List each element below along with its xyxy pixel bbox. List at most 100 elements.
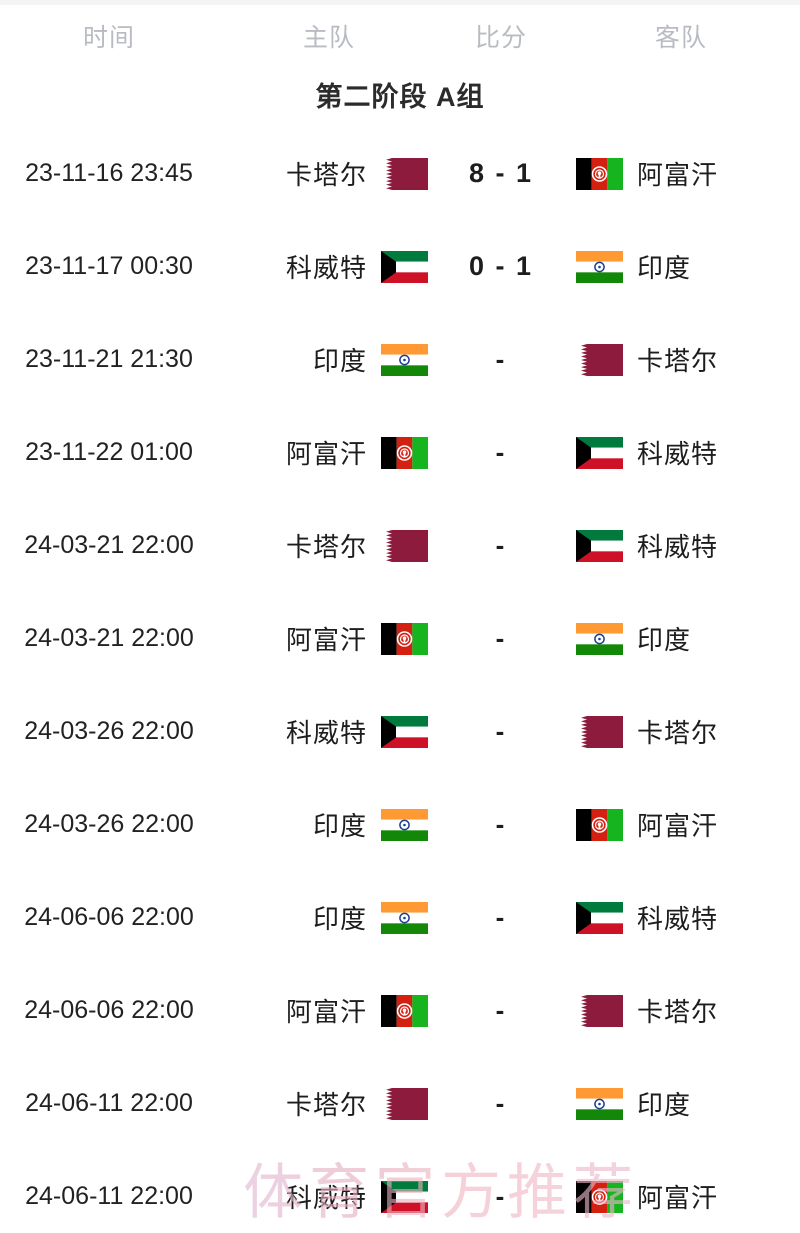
home-team[interactable]: 印度	[218, 806, 440, 843]
match-score: -	[495, 809, 507, 839]
away-team-name: 印度	[637, 253, 692, 283]
away-team[interactable]: 印度	[562, 248, 800, 285]
match-time: 24-03-21 22:00	[24, 624, 194, 652]
flag-india-icon	[381, 343, 428, 376]
match-row[interactable]: 24-03-21 22:00 卡塔尔 - 科威特	[0, 499, 800, 592]
away-team[interactable]: 科威特	[562, 527, 800, 564]
match-row[interactable]: 23-11-16 23:45 卡塔尔 8 - 1 阿富汗	[0, 127, 800, 220]
away-team-name: 卡塔尔	[637, 997, 719, 1027]
flag-qatar-icon	[381, 1087, 428, 1120]
group-title: 第二阶段 A组	[315, 82, 485, 112]
match-score: -	[495, 437, 507, 467]
match-score: 8 - 1	[468, 158, 534, 188]
away-team-name: 印度	[637, 1090, 692, 1120]
away-team[interactable]: 卡塔尔	[562, 341, 800, 378]
match-score: -	[495, 1181, 507, 1211]
flag-qatar-icon	[576, 715, 623, 748]
match-time: 24-03-21 22:00	[24, 531, 194, 559]
match-time: 23-11-21 21:30	[25, 345, 193, 373]
away-team-name: 阿富汗	[637, 811, 719, 841]
flag-afghanistan-icon	[381, 994, 428, 1027]
away-team-name: 阿富汗	[637, 1183, 719, 1213]
match-score: -	[495, 902, 507, 932]
match-row[interactable]: 24-03-26 22:00 科威特 - 卡塔尔	[0, 685, 800, 778]
column-header-time: 时间	[82, 24, 135, 52]
home-team[interactable]: 科威特	[218, 713, 440, 750]
match-score: 0 - 1	[468, 251, 534, 281]
home-team[interactable]: 印度	[218, 341, 440, 378]
home-team-name: 卡塔尔	[285, 1090, 367, 1120]
flag-qatar-icon	[381, 157, 428, 190]
match-row[interactable]: 24-06-11 22:00 科威特 - 阿富汗	[0, 1150, 800, 1233]
home-team-name: 印度	[312, 904, 367, 934]
away-team[interactable]: 阿富汗	[562, 806, 800, 843]
flag-kuwait-icon	[576, 529, 623, 562]
match-time: 24-06-11 22:00	[25, 1089, 193, 1117]
home-team-name: 科威特	[285, 1183, 367, 1213]
home-team-name: 印度	[312, 346, 367, 376]
match-score: -	[495, 716, 507, 746]
top-divider	[0, 0, 800, 5]
flag-kuwait-icon	[381, 715, 428, 748]
match-score: -	[495, 623, 507, 653]
home-team-name: 科威特	[285, 718, 367, 748]
match-time: 24-06-06 22:00	[24, 996, 194, 1024]
home-team[interactable]: 科威特	[218, 1178, 440, 1215]
flag-india-icon	[381, 808, 428, 841]
match-time: 23-11-16 23:45	[25, 159, 193, 187]
flag-afghanistan-icon	[576, 157, 623, 190]
home-team-name: 印度	[312, 811, 367, 841]
table-header: 时间 主队 比分 客队	[0, 0, 800, 72]
flag-india-icon	[576, 622, 623, 655]
flag-kuwait-icon	[576, 436, 623, 469]
match-list: 23-11-16 23:45 卡塔尔 8 - 1 阿富汗 23-11-17 00:30 科…	[0, 127, 800, 1233]
match-row[interactable]: 24-03-21 22:00 阿富汗 - 印度	[0, 592, 800, 685]
flag-kuwait-icon	[381, 1180, 428, 1213]
match-row[interactable]: 23-11-17 00:30 科威特 0 - 1 印度	[0, 220, 800, 313]
away-team[interactable]: 阿富汗	[562, 155, 800, 192]
match-score: -	[495, 1088, 507, 1118]
match-row[interactable]: 23-11-22 01:00 阿富汗 - 科威特	[0, 406, 800, 499]
flag-india-icon	[576, 1087, 623, 1120]
flag-india-icon	[576, 250, 623, 283]
home-team[interactable]: 印度	[218, 899, 440, 936]
match-row[interactable]: 24-06-06 22:00 印度 - 科威特	[0, 871, 800, 964]
column-header-away: 客队	[654, 24, 707, 52]
away-team[interactable]: 科威特	[562, 899, 800, 936]
home-team-name: 科威特	[285, 253, 367, 283]
away-team[interactable]: 印度	[562, 620, 800, 657]
away-team[interactable]: 阿富汗	[562, 1178, 800, 1215]
match-row[interactable]: 24-06-11 22:00 卡塔尔 - 印度	[0, 1057, 800, 1150]
home-team[interactable]: 卡塔尔	[218, 1085, 440, 1122]
away-team[interactable]: 印度	[562, 1085, 800, 1122]
away-team-name: 科威特	[637, 439, 719, 469]
home-team[interactable]: 阿富汗	[218, 434, 440, 471]
flag-afghanistan-icon	[381, 436, 428, 469]
match-row[interactable]: 23-11-21 21:30 印度 - 卡塔尔	[0, 313, 800, 406]
match-time: 23-11-17 00:30	[25, 252, 193, 280]
flag-afghanistan-icon	[381, 622, 428, 655]
home-team[interactable]: 阿富汗	[218, 620, 440, 657]
flag-afghanistan-icon	[576, 1180, 623, 1213]
home-team[interactable]: 卡塔尔	[218, 527, 440, 564]
away-team[interactable]: 卡塔尔	[562, 992, 800, 1029]
home-team[interactable]: 阿富汗	[218, 992, 440, 1029]
match-row[interactable]: 24-03-26 22:00 印度 - 阿富汗	[0, 778, 800, 871]
away-team-name: 卡塔尔	[637, 718, 719, 748]
column-header-score: 比分	[474, 24, 527, 52]
home-team-name: 卡塔尔	[285, 532, 367, 562]
match-time: 24-06-11 22:00	[25, 1182, 193, 1210]
match-score: -	[495, 995, 507, 1025]
home-team-name: 阿富汗	[285, 625, 367, 655]
flag-india-icon	[381, 901, 428, 934]
away-team[interactable]: 科威特	[562, 434, 800, 471]
home-team[interactable]: 卡塔尔	[218, 155, 440, 192]
match-time: 24-03-26 22:00	[24, 810, 194, 838]
home-team-name: 阿富汗	[285, 439, 367, 469]
away-team[interactable]: 卡塔尔	[562, 713, 800, 750]
flag-afghanistan-icon	[576, 808, 623, 841]
flag-qatar-icon	[381, 529, 428, 562]
match-row[interactable]: 24-06-06 22:00 阿富汗 - 卡塔尔	[0, 964, 800, 1057]
home-team[interactable]: 科威特	[218, 248, 440, 285]
